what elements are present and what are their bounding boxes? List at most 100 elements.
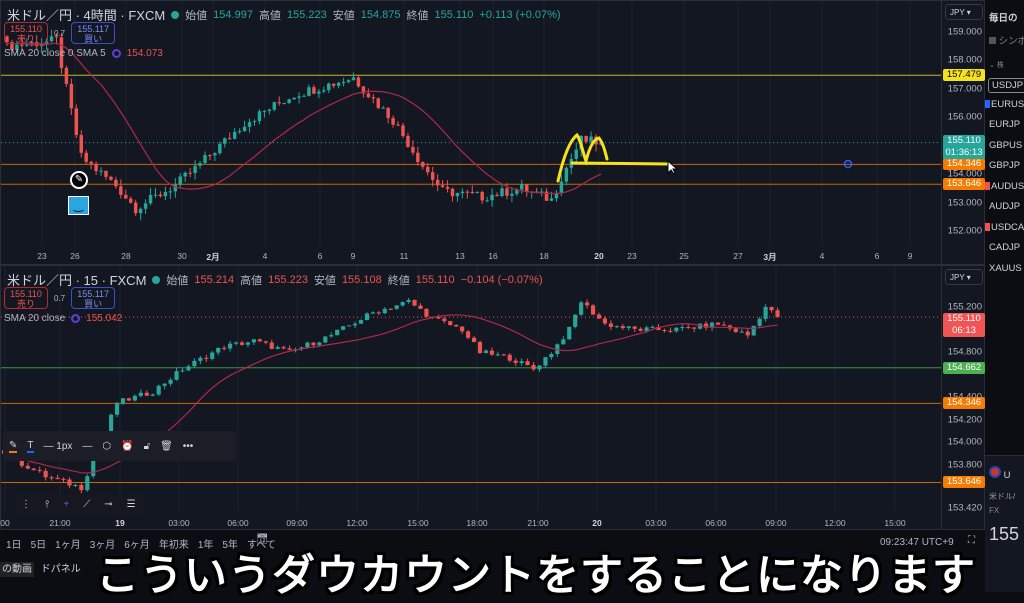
time-tick: 12:00	[346, 518, 368, 528]
sma-legend[interactable]: SMA 20 close 0 SMA 5 154.073	[4, 48, 163, 59]
chart-4h[interactable]: 米ドル／円 · 4時間 · FXCM 始値 154.997 高値 155.223 安…	[0, 0, 985, 265]
candle-down	[505, 188, 509, 196]
range-0[interactable]: 1日	[6, 540, 22, 551]
hand-drawn-neckline	[570, 161, 671, 166]
sell-button[interactable]: 155.110 売り	[4, 22, 48, 44]
candle-down	[440, 185, 445, 187]
level-price-label[interactable]: 153.646	[943, 178, 985, 191]
indicator-icon	[111, 49, 121, 58]
date-range-icon[interactable]: 📅︎	[256, 534, 269, 545]
range-6[interactable]: 1年	[197, 540, 214, 551]
watchlist-item[interactable]: USDCA	[985, 222, 1024, 233]
candle-up	[245, 342, 251, 345]
symbol-title[interactable]: 米ドル／円 · 4時間 · FXCM	[7, 8, 166, 23]
settings-icon[interactable]: ⬡	[102, 440, 112, 452]
symbol-title[interactable]: 米ドル／円 · 15 · FXCM	[7, 273, 147, 288]
candle-up	[223, 138, 227, 144]
fullscreen-icon[interactable]: ⛶	[968, 535, 975, 546]
currency-select[interactable]: JPY ▾	[945, 269, 983, 285]
watchlist-item[interactable]: EURUS	[985, 99, 1024, 110]
level-price-label[interactable]: 154.662	[943, 361, 985, 374]
time-tick: 28	[121, 251, 131, 261]
candle-down	[489, 350, 494, 355]
candle-down	[401, 125, 405, 136]
chart-4h-canvas[interactable]	[1, 1, 941, 266]
candle-down	[222, 347, 227, 349]
range-8[interactable]: すべて	[246, 540, 276, 551]
candle-up	[520, 184, 524, 190]
fib-icon[interactable]: ☰	[126, 498, 136, 510]
level-price-label[interactable]: 154.346	[943, 397, 985, 410]
range-5[interactable]: 年初来	[158, 540, 189, 551]
buy-button[interactable]: 155.117 買い	[71, 287, 116, 309]
trend-line-icon[interactable]: ⟋	[83, 498, 91, 510]
level-price-label[interactable]: 157.479	[943, 69, 985, 82]
watchlist-item[interactable]: GBPJP	[989, 160, 1021, 171]
currency-select[interactable]: JPY ▾	[945, 4, 983, 20]
pen-marker-icon[interactable]: ✎	[70, 171, 88, 189]
chart-15m[interactable]: 米ドル／円 · 15 · FXCM 始値 155.214 高値 155.223 安値…	[0, 265, 985, 530]
group-header[interactable]: ⌄ 株	[989, 62, 1004, 69]
watchlist-item[interactable]: XAUUS	[989, 262, 1022, 274]
crosshair-icon[interactable]: +	[63, 498, 70, 510]
range-4[interactable]: 6ヶ月	[124, 540, 150, 551]
range-3[interactable]: 3ヶ月	[89, 540, 116, 551]
watchlist-item[interactable]: AUDUS	[985, 181, 1024, 192]
drag-handle-icon[interactable]: ⋮	[21, 498, 31, 510]
candle-up	[382, 308, 387, 314]
candle-down	[204, 357, 209, 359]
candle-up	[262, 111, 267, 113]
range-1[interactable]: 5日	[30, 540, 47, 551]
text-color-icon[interactable]: T	[27, 439, 34, 453]
symbol-detail-header: U	[989, 466, 1011, 481]
sell-button[interactable]: 155.110 売り	[4, 287, 48, 309]
price-axis-15m[interactable]: 153.420 153.800 154.000 154.200 154.400 154.8…	[941, 266, 986, 529]
price-tick: 156.000	[947, 111, 982, 123]
sma-legend[interactable]: SMA 20 close 155.042	[4, 313, 122, 324]
line-width-button[interactable]: — 1px	[43, 440, 73, 452]
range-2[interactable]: 1ヶ月	[55, 540, 81, 551]
candle-down	[109, 176, 113, 180]
trash-icon[interactable]: 🗑︎	[160, 440, 173, 452]
chart-15m-canvas[interactable]	[1, 266, 941, 531]
clock[interactable]: 09:23:47 UTC+9	[880, 537, 954, 548]
lock-icon[interactable]: 🔓︎	[143, 440, 151, 452]
vertical-line-icon[interactable]: ⫯	[45, 498, 50, 510]
price-tick: 153.000	[947, 197, 982, 209]
candle-down	[20, 44, 24, 46]
video-tab[interactable]: の動画	[0, 562, 34, 577]
price-axis-4h[interactable]: 152.000 153.000 154.000 156.000 157.000 158.0…	[941, 1, 986, 264]
watchlist-item[interactable]: CADJP	[989, 242, 1021, 253]
time-tick: 26	[70, 251, 80, 261]
time-tick: 15:00	[407, 518, 429, 528]
horizontal-ray-icon[interactable]: ⊸	[104, 498, 113, 510]
flag-icon	[989, 466, 1001, 478]
watchlist-item[interactable]: EURJP	[989, 119, 1021, 130]
candle-up	[698, 323, 703, 329]
candle-down	[84, 152, 88, 162]
candle-down	[43, 470, 48, 478]
alert-icon[interactable]: ⏰	[121, 440, 134, 452]
line-style-icon[interactable]: —	[82, 440, 93, 452]
watchlist-item[interactable]: GBPUS	[989, 139, 1023, 151]
watchlist-item[interactable]: USDJP	[988, 78, 1024, 93]
time-tick: 3月	[763, 252, 777, 262]
candle-up	[483, 350, 489, 354]
high-label: 高値	[258, 9, 281, 22]
candle-down	[525, 361, 530, 366]
candle-down	[391, 118, 395, 125]
range-7[interactable]: 5年	[222, 540, 238, 551]
more-icon[interactable]: •••	[182, 440, 194, 452]
smile-marker-icon[interactable]: ‿	[68, 196, 89, 215]
watchlist-item[interactable]: AUDJP	[989, 201, 1021, 212]
candle-down	[668, 330, 673, 332]
buy-button[interactable]: 155.117 買い	[71, 22, 116, 44]
candle-up	[299, 347, 304, 350]
price-tick: 157.000	[947, 83, 982, 95]
level-price-label[interactable]: 154.346	[943, 158, 985, 171]
level-price-label[interactable]: 153.646	[943, 476, 985, 489]
price-tick: 154.400	[948, 392, 982, 403]
time-tick: 21:00	[527, 518, 549, 528]
line-color-icon[interactable]: ✎	[9, 439, 18, 453]
panel-tab[interactable]: ドパネル	[40, 564, 81, 575]
